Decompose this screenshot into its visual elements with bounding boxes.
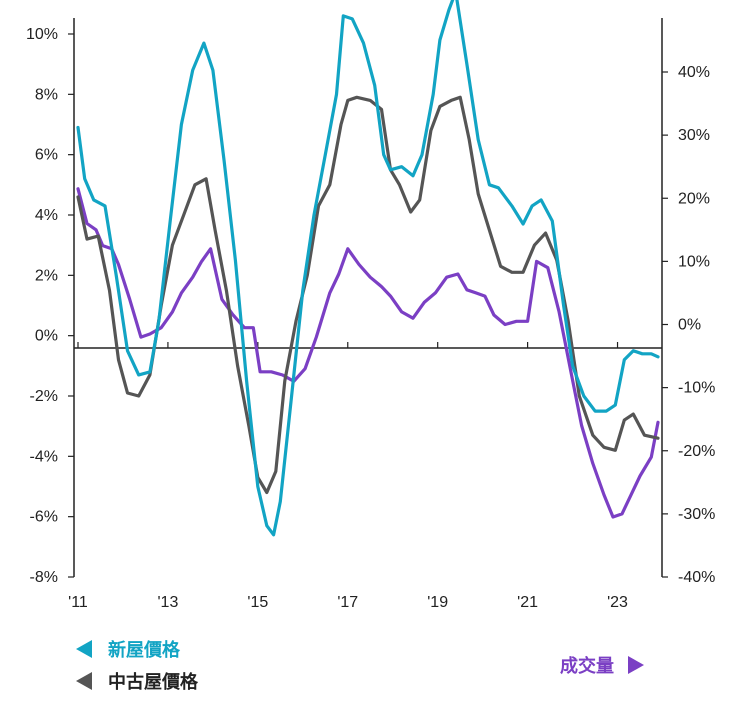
- legend-used-price: 中古屋價格: [76, 668, 198, 694]
- right-y-axis: 40% 30% 20% 10% 0% -10% -20% -30% -40%: [662, 64, 715, 586]
- left-tick-label: 4%: [35, 207, 58, 224]
- right-tick-label: -20%: [678, 443, 715, 460]
- x-tick-label: '19: [427, 594, 448, 611]
- triangle-right-icon: [628, 656, 644, 674]
- x-axis: '11 '13 '15 '17 '19 '21 '23: [68, 342, 628, 611]
- right-tick-label: 10%: [678, 253, 710, 270]
- left-tick-label: 2%: [35, 267, 58, 284]
- left-tick-label: -2%: [30, 388, 58, 405]
- legend-volume: 成交量: [560, 652, 644, 678]
- left-tick-label: 0%: [35, 328, 58, 345]
- x-tick-label: '15: [247, 594, 268, 611]
- left-y-axis: 10% 8% 6% 4% 2% 0% -2% -4% -6% -8%: [26, 26, 74, 586]
- left-tick-label: -6%: [30, 509, 58, 526]
- triangle-left-icon: [76, 672, 92, 690]
- series-line-volume: [76, 187, 660, 519]
- series-line-used: [76, 95, 660, 495]
- legend-new-label: 新屋價格: [108, 640, 180, 661]
- right-tick-label: -30%: [678, 506, 715, 523]
- x-tick-label: '11: [68, 594, 88, 611]
- legend-new-price: 新屋價格: [76, 636, 180, 662]
- legend-volume-label: 成交量: [560, 656, 614, 677]
- series-layer: [76, 0, 660, 537]
- left-tick-label: 8%: [35, 86, 58, 103]
- right-tick-label: 20%: [678, 190, 710, 207]
- x-tick-label: '23: [607, 594, 628, 611]
- left-tick-label: 6%: [35, 147, 58, 164]
- right-tick-label: -40%: [678, 569, 715, 586]
- legend-used-label: 中古屋價格: [108, 672, 198, 693]
- series-line-new: [76, 0, 660, 537]
- left-tick-label: -8%: [30, 569, 58, 586]
- right-tick-label: 30%: [678, 127, 710, 144]
- triangle-left-icon: [76, 640, 92, 658]
- right-tick-label: -10%: [678, 380, 715, 397]
- x-tick-label: '17: [337, 594, 358, 611]
- right-tick-label: 0%: [678, 317, 701, 334]
- left-tick-label: 10%: [26, 26, 58, 43]
- x-tick-label: '21: [517, 594, 538, 611]
- right-tick-label: 40%: [678, 64, 710, 81]
- x-tick-label: '13: [157, 594, 178, 611]
- left-tick-label: -4%: [30, 448, 58, 465]
